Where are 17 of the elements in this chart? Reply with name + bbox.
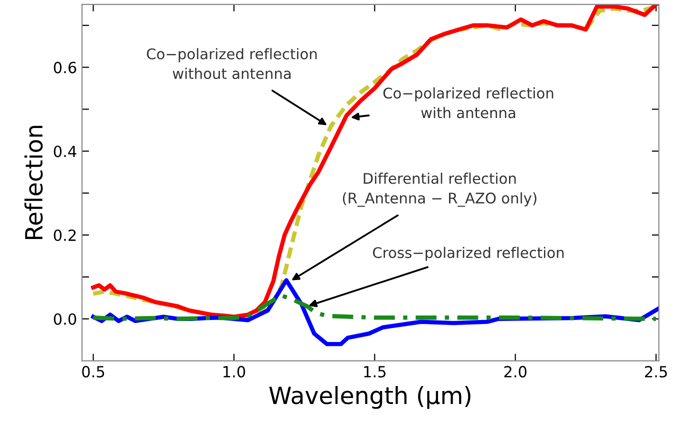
x-tick-label: 1.0	[223, 366, 246, 378]
annotation: Co−polarized reflection with antenna	[383, 87, 554, 118]
x-tick-label: 2.0	[504, 366, 526, 378]
x-axis-title: Wavelength (µm)	[269, 386, 470, 409]
annotation: Differential reflection (R_Antenna − R_AZO only)	[342, 172, 536, 207]
annotation: Co−polarized reflection without antenna	[146, 48, 317, 80]
y-tick-label: 0.2	[54, 229, 76, 242]
x-tick-label: 2.5	[645, 366, 667, 378]
line-series	[91, 4, 658, 319]
y-tick-label: 0.4	[54, 146, 76, 158]
annotation: Cross−polarized reflection	[372, 246, 564, 261]
x-tick-label: 1.5	[364, 366, 386, 378]
y-tick-label: 0.6	[54, 62, 76, 74]
y-tick-label: 0.0	[54, 313, 76, 325]
x-tick-label: 0.5	[82, 366, 104, 378]
line-series	[91, 293, 658, 321]
y-axis-title: Reflection	[24, 126, 43, 240]
